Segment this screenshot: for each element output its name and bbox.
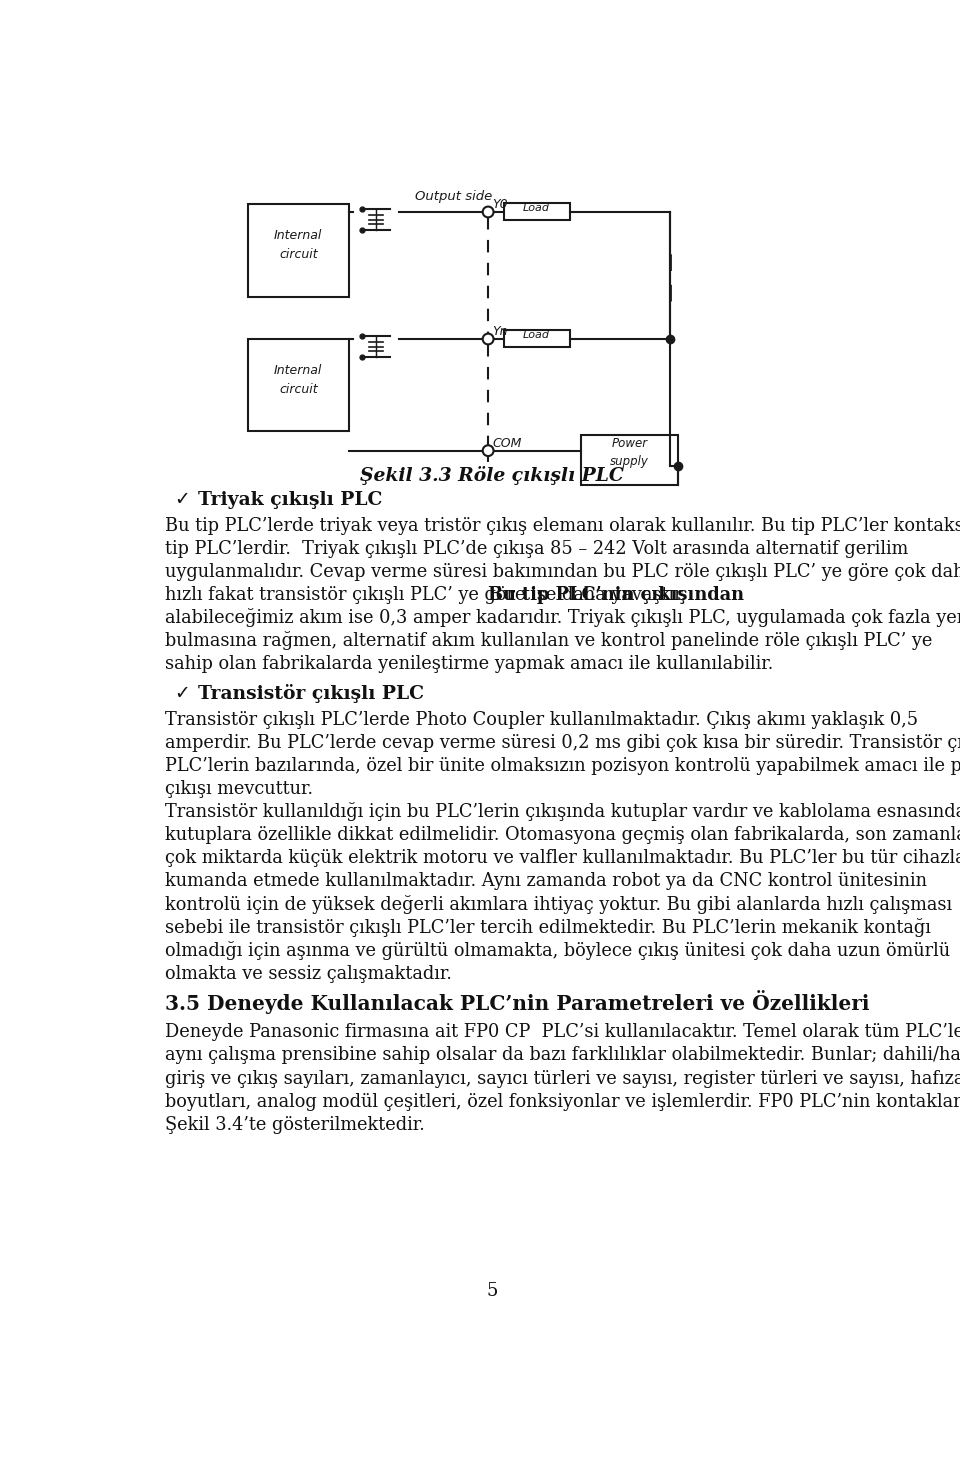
Text: giriş ve çıkış sayıları, zamanlayıcı, sayıcı türleri ve sayısı, register türleri: giriş ve çıkış sayıları, zamanlayıcı, sa… (165, 1070, 960, 1088)
Text: aynı çalışma prensibine sahip olsalar da bazı farklılıklar olabilmektedir. Bunla: aynı çalışma prensibine sahip olsalar da… (165, 1046, 960, 1064)
Text: Internal: Internal (274, 229, 323, 242)
Bar (248, 338, 348, 432)
Text: Internal: Internal (274, 364, 323, 377)
Text: kutuplara özellikle dikkat edilmelidir. Otomasyona geçmiş olan fabrikalarda, son: kutuplara özellikle dikkat edilmelidir. … (165, 827, 960, 844)
Text: hızlı fakat transistör çıkışlı PLC’ ye göre ise daha yavaştır.: hızlı fakat transistör çıkışlı PLC’ ye g… (165, 586, 692, 604)
Text: Yn: Yn (492, 325, 508, 338)
Text: PLC’lerin bazılarında, özel bir ünite olmaksızın pozisyon kontrolü yapabilmek am: PLC’lerin bazılarında, özel bir ünite ol… (165, 757, 960, 775)
Circle shape (483, 334, 493, 344)
Text: ✓: ✓ (175, 490, 190, 509)
Text: tip PLC’lerdir.  Triyak çıkışlı PLC’de çıkışa 85 – 242 Volt arasında alternatif : tip PLC’lerdir. Triyak çıkışlı PLC’de çı… (165, 540, 908, 558)
Text: circuit: circuit (279, 383, 318, 396)
Text: kontrolü için de yüksek değerli akımlara ihtiyaç yoktur. Bu gibi alanlarda hızlı: kontrolü için de yüksek değerli akımlara… (165, 895, 952, 914)
Text: Transistör çıkışlı PLC: Transistör çıkışlı PLC (198, 684, 423, 702)
Text: Y0: Y0 (492, 197, 508, 211)
Text: Bu tip PLC’lerde triyak veya tristör çıkış elemanı olarak kullanılır. Bu tip PLC: Bu tip PLC’lerde triyak veya tristör çık… (165, 516, 960, 534)
Bar (248, 205, 348, 297)
Text: amperdir. Bu PLC’lerde cevap verme süresi 0,2 ms gibi çok kısa bir süredir. Tran: amperdir. Bu PLC’lerde cevap verme süres… (165, 735, 960, 752)
Text: Output side: Output side (415, 190, 492, 203)
Bar (504, 329, 569, 347)
Text: ✓: ✓ (175, 684, 190, 702)
Text: uygulanmalıdır. Cevap verme süresi bakımından bu PLC röle çıkışlı PLC’ ye göre ç: uygulanmalıdır. Cevap verme süresi bakım… (165, 562, 960, 580)
Text: Load: Load (523, 331, 550, 340)
Text: 3.5 Deneyde Kullanılacak PLC’nin Parametreleri ve Özellikleri: 3.5 Deneyde Kullanılacak PLC’nin Paramet… (165, 990, 870, 1014)
Text: circuit: circuit (279, 248, 318, 261)
Text: alabileceğimiz akım ise 0,3 amper kadarıdır. Triyak çıkışlı PLC, uygulamada çok : alabileceğimiz akım ise 0,3 amper kadarı… (165, 608, 960, 628)
Text: kumanda etmede kullanılmaktadır. Aynı zamanda robot ya da CNC kontrol ünitesinin: kumanda etmede kullanılmaktadır. Aynı za… (165, 873, 927, 890)
Text: olmadığı için aşınma ve gürültü olmamakta, böylece çıkış ünitesi çok daha uzun ö: olmadığı için aşınma ve gürültü olmamakt… (165, 941, 950, 960)
Text: bulmasına rağmen, alternatif akım kullanılan ve kontrol panelinde röle çıkışlı P: bulmasına rağmen, alternatif akım kullan… (165, 631, 932, 650)
Text: supply: supply (611, 454, 649, 467)
Text: Triyak çıkışlı PLC: Triyak çıkışlı PLC (198, 491, 382, 509)
Text: sahip olan fabrikalarda yenileştirme yapmak amacı ile kullanılabilir.: sahip olan fabrikalarda yenileştirme yap… (165, 656, 773, 674)
Text: olmakta ve sessiz çalışmaktadır.: olmakta ve sessiz çalışmaktadır. (165, 965, 452, 982)
Text: Transistör çıkışlı PLC’lerde Photo Coupler kullanılmaktadır. Çıkış akımı yaklaşı: Transistör çıkışlı PLC’lerde Photo Coupl… (165, 711, 918, 729)
Text: COM: COM (492, 436, 521, 450)
Bar (504, 203, 569, 220)
Bar (581, 435, 678, 485)
Text: Load: Load (523, 203, 550, 214)
Text: Şekil 3.3 Röle çıkışlı PLC: Şekil 3.3 Röle çıkışlı PLC (360, 466, 624, 485)
Text: Deneyde Panasonic firmasına ait FP0 CP  PLC’si kullanılacaktır. Temel olarak tüm: Deneyde Panasonic firmasına ait FP0 CP P… (165, 1024, 960, 1042)
Text: 5: 5 (487, 1282, 497, 1300)
Text: çıkışı mevcuttur.: çıkışı mevcuttur. (165, 781, 313, 798)
Text: sebebi ile transistör çıkışlı PLC’ler tercih edilmektedir. Bu PLC’lerin mekanik : sebebi ile transistör çıkışlı PLC’ler te… (165, 917, 931, 936)
Text: Power: Power (612, 436, 648, 450)
Text: Şekil 3.4’te gösterilmektedir.: Şekil 3.4’te gösterilmektedir. (165, 1116, 424, 1134)
Text: çok miktarda küçük elektrik motoru ve valfler kullanılmaktadır. Bu PLC’ler bu tü: çok miktarda küçük elektrik motoru ve va… (165, 849, 960, 867)
Text: Transistör kullanıldığı için bu PLC’lerin çıkışında kutuplar vardır ve kablolama: Transistör kullanıldığı için bu PLC’leri… (165, 803, 960, 821)
Circle shape (483, 206, 493, 217)
Text: boyutları, analog modül çeşitleri, özel fonksiyonlar ve işlemlerdir. FP0 PLC’nin: boyutları, analog modül çeşitleri, özel … (165, 1092, 960, 1110)
Text: Bu tip PLC’nin çıkışından: Bu tip PLC’nin çıkışından (489, 586, 744, 604)
Circle shape (483, 445, 493, 456)
